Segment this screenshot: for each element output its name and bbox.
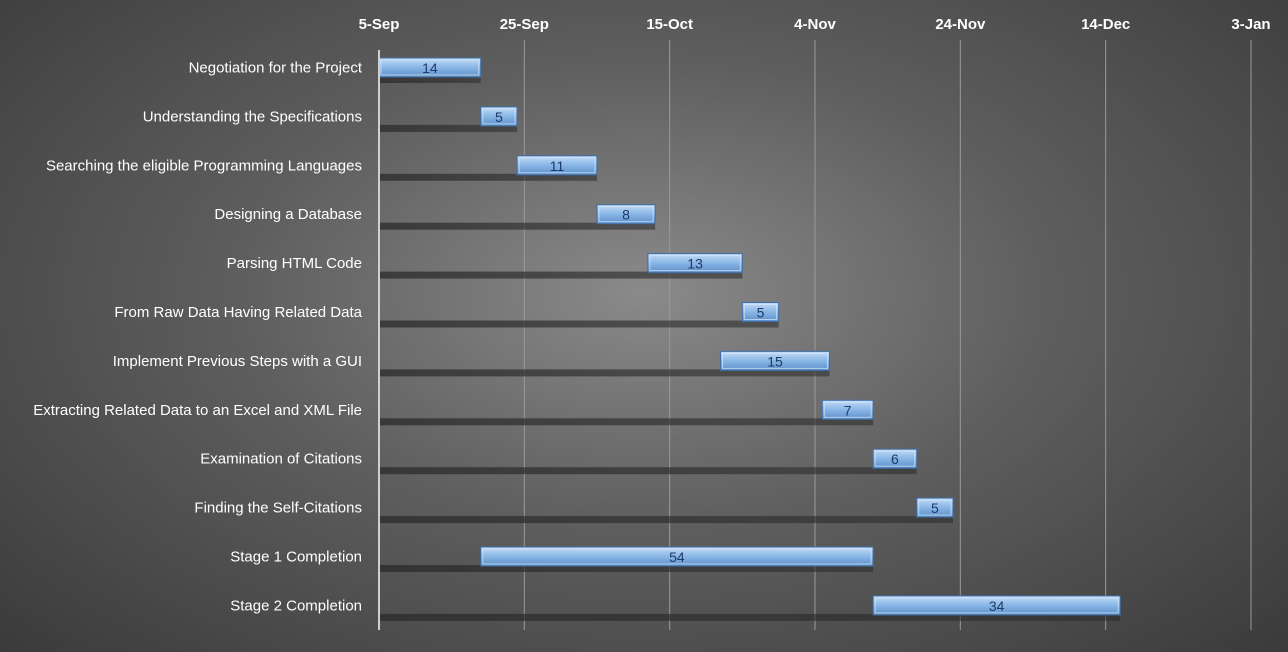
bar-shadow [379, 271, 743, 279]
task-label: Finding the Self-Citations [194, 500, 362, 517]
x-tick-label: 4-Nov [794, 16, 836, 33]
bar-bevel [874, 597, 1119, 614]
x-tick-label: 15-Oct [646, 16, 693, 33]
duration-bar [720, 350, 831, 371]
task-label: Designing a Database [214, 206, 362, 223]
duration-label: 6 [891, 451, 899, 467]
duration-bar [821, 399, 874, 420]
task-label: Examination of Citations [200, 451, 362, 468]
bar-bevel [743, 304, 778, 320]
duration-bar [741, 302, 780, 322]
duration-bar [480, 546, 874, 567]
task-label: Negotiation for the Project [189, 60, 363, 77]
duration-label: 7 [844, 402, 852, 418]
task-label: Searching the eligible Programming Langu… [46, 157, 362, 174]
bar-shadow [379, 173, 597, 181]
task-labels: Negotiation for the Project Understanding… [33, 60, 363, 615]
duration-label: 34 [989, 598, 1005, 614]
duration-bar [480, 106, 518, 127]
duration-label: 5 [495, 109, 503, 125]
task-label: Stage 1 Completion [230, 549, 362, 566]
duration-label: 14 [422, 60, 438, 76]
duration-label: 5 [757, 305, 765, 321]
bar-shadow [379, 124, 518, 132]
x-tick-label: 5-Sep [359, 16, 400, 33]
duration-label: 8 [622, 207, 630, 223]
bar-bevel [874, 450, 916, 467]
duration-bar [596, 204, 656, 225]
duration-label: 54 [669, 549, 685, 565]
x-tick-label: 24-Nov [935, 16, 986, 33]
bar-bevel [598, 206, 654, 223]
task-label: Extracting Related Data to an Excel and … [33, 402, 362, 419]
bar-shadow [379, 76, 481, 83]
duration-bar [516, 155, 598, 176]
bar-bevel [918, 499, 952, 516]
duration-bar [872, 595, 1121, 616]
task-label: From Raw Data Having Related Data [114, 304, 362, 321]
duration-label: 15 [767, 353, 783, 369]
bar-shadow [379, 565, 874, 572]
x-axis-ticks: 5-Sep 25-Sep 15-Oct 4-Nov 24-Nov 14-Dec 3-Jan [359, 16, 1271, 33]
bar-shadow [379, 516, 954, 524]
bar-shadow [379, 467, 917, 475]
bar-bevel [722, 352, 829, 369]
x-tick-label: 3-Jan [1231, 16, 1270, 33]
bar-bevel [482, 548, 872, 565]
task-bars: 14 5 11 8 13 5 15 7 6 5 54 34 [378, 57, 1121, 621]
bar-shadow [379, 320, 779, 328]
task-label: Stage 2 Completion [230, 597, 362, 614]
bar-shadow [379, 369, 830, 377]
bar-bevel [380, 59, 480, 76]
duration-label: 13 [687, 256, 703, 272]
bar-bevel [482, 108, 516, 125]
bar-bevel [518, 157, 596, 174]
task-label: Implement Previous Steps with a GUI [113, 353, 362, 370]
x-tick-label: 14-Dec [1081, 16, 1130, 33]
x-tick-label: 25-Sep [500, 16, 549, 33]
bar-shadow [379, 613, 1121, 621]
bar-bevel [823, 401, 872, 418]
duration-bar [872, 448, 918, 469]
task-label: Understanding the Specifications [143, 108, 362, 125]
bar-shadow [379, 418, 874, 426]
duration-bar [916, 497, 954, 518]
duration-label: 11 [550, 158, 565, 174]
bar-bevel [649, 255, 741, 272]
gridlines [523, 40, 1252, 630]
bar-shadow [379, 222, 656, 230]
duration-bar [647, 253, 743, 274]
task-label: Parsing HTML Code [227, 255, 362, 272]
duration-label: 5 [931, 500, 939, 516]
